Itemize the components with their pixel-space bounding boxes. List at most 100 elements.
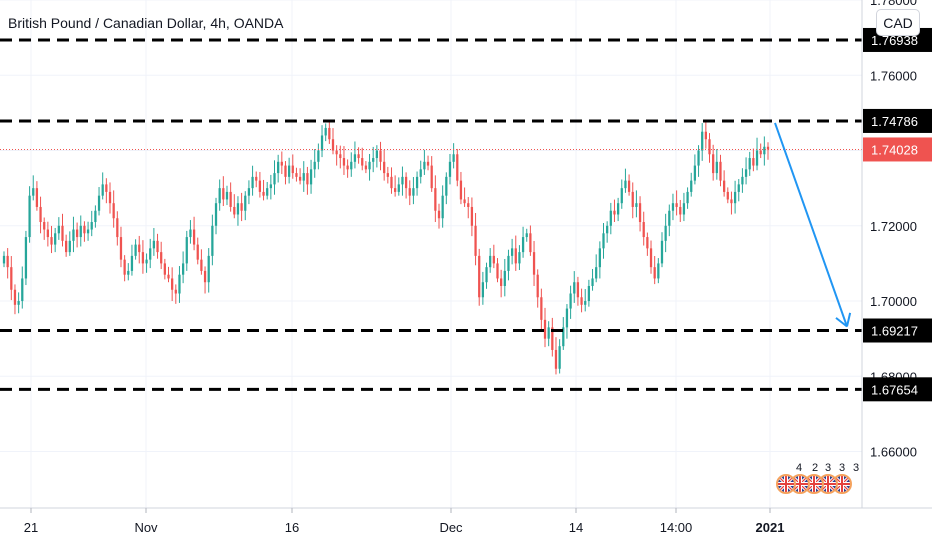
candle-body: [437, 210, 441, 219]
current-price-label: 1.74028: [863, 137, 932, 162]
candle: [339, 145, 342, 169]
candle-body: [558, 346, 561, 369]
candle: [752, 148, 755, 172]
candle: [693, 154, 697, 185]
candle-body: [320, 135, 324, 151]
candle-body: [478, 255, 481, 298]
candle: [419, 160, 422, 184]
candle: [65, 234, 68, 257]
candle-body: [543, 319, 547, 339]
candle-body: [127, 270, 130, 275]
candle-body: [50, 237, 53, 245]
candle-body: [134, 244, 137, 256]
candle-body: [730, 199, 733, 204]
candle: [598, 241, 601, 279]
time-axis[interactable]: 21 Nov 16 Dec 14 14:00 2021: [24, 508, 785, 535]
candle-body: [97, 195, 101, 211]
candle: [496, 258, 499, 283]
candle-body: [412, 188, 415, 196]
candle: [83, 221, 86, 242]
candle-body: [726, 191, 729, 200]
candle: [536, 269, 539, 308]
candle-body: [529, 233, 532, 253]
candle-body: [737, 184, 740, 192]
candle-body: [591, 278, 594, 286]
candle-body: [697, 150, 700, 166]
candle: [737, 179, 740, 202]
event-count: 3: [853, 462, 860, 474]
candle-body: [141, 252, 145, 264]
candle: [543, 307, 547, 348]
uk-flag-icon[interactable]: [776, 474, 796, 494]
candle-body: [606, 225, 609, 234]
candle-body: [536, 274, 539, 298]
candle: [723, 170, 726, 197]
candle: [127, 263, 130, 281]
candle: [145, 253, 148, 273]
arrow-head[interactable]: [846, 312, 852, 327]
candle-body: [240, 203, 243, 211]
candle: [244, 191, 247, 221]
current-price-box: [863, 137, 932, 162]
candle-body: [744, 169, 748, 177]
candle-body: [701, 131, 704, 151]
candle-body: [540, 297, 543, 320]
candle: [679, 199, 682, 223]
candle: [390, 167, 393, 194]
candle: [408, 180, 411, 206]
candle: [116, 211, 119, 246]
candle: [350, 152, 353, 177]
candle-body: [203, 270, 207, 283]
candle-body: [35, 188, 39, 207]
candle-body: [620, 188, 623, 204]
candle: [638, 196, 642, 232]
currency-badge[interactable]: CAD: [876, 9, 920, 36]
projection-arrow[interactable]: [774, 122, 852, 328]
level-label-text: 1.69217: [871, 324, 918, 339]
candle: [79, 215, 82, 247]
candle: [500, 269, 503, 298]
candle: [163, 258, 166, 280]
candle: [24, 230, 28, 286]
candle: [569, 285, 572, 319]
candle: [748, 151, 751, 176]
candle: [441, 185, 444, 228]
horizontal-level-lines[interactable]: [0, 38, 862, 391]
candle-body: [189, 229, 192, 238]
candle-body: [145, 259, 148, 264]
candle-body: [580, 297, 583, 305]
y-tick-label: 1.66000: [870, 445, 917, 460]
candle: [708, 133, 711, 163]
candle: [200, 249, 203, 275]
candle-body: [492, 255, 495, 264]
candle-body: [375, 150, 378, 159]
candle-body: [532, 252, 536, 275]
candle-body: [130, 255, 134, 271]
candle: [627, 174, 631, 196]
candle: [606, 221, 609, 243]
candle-body: [160, 252, 163, 264]
candle-body: [196, 244, 199, 260]
candle: [277, 154, 280, 183]
candle: [463, 187, 466, 207]
candle-body: [368, 161, 371, 170]
candle-body: [225, 191, 229, 200]
candle: [452, 143, 455, 169]
candle-body: [668, 210, 671, 226]
y-tick-label: 1.70000: [870, 294, 917, 309]
economic-events[interactable]: 4 2 3 3 3: [776, 462, 866, 502]
arrow-shaft[interactable]: [774, 122, 848, 327]
candle-body: [415, 176, 419, 189]
event-count: 2: [812, 462, 819, 474]
candle: [328, 120, 331, 144]
candle: [554, 337, 558, 375]
arrow-head[interactable]: [835, 317, 848, 328]
y-tick-label: 1.72000: [870, 219, 917, 234]
candle-body: [13, 289, 17, 305]
candle: [2, 251, 6, 268]
candle-body: [712, 154, 715, 174]
candle-body: [54, 233, 57, 245]
candle-body: [353, 154, 357, 162]
candle-body: [94, 210, 97, 223]
